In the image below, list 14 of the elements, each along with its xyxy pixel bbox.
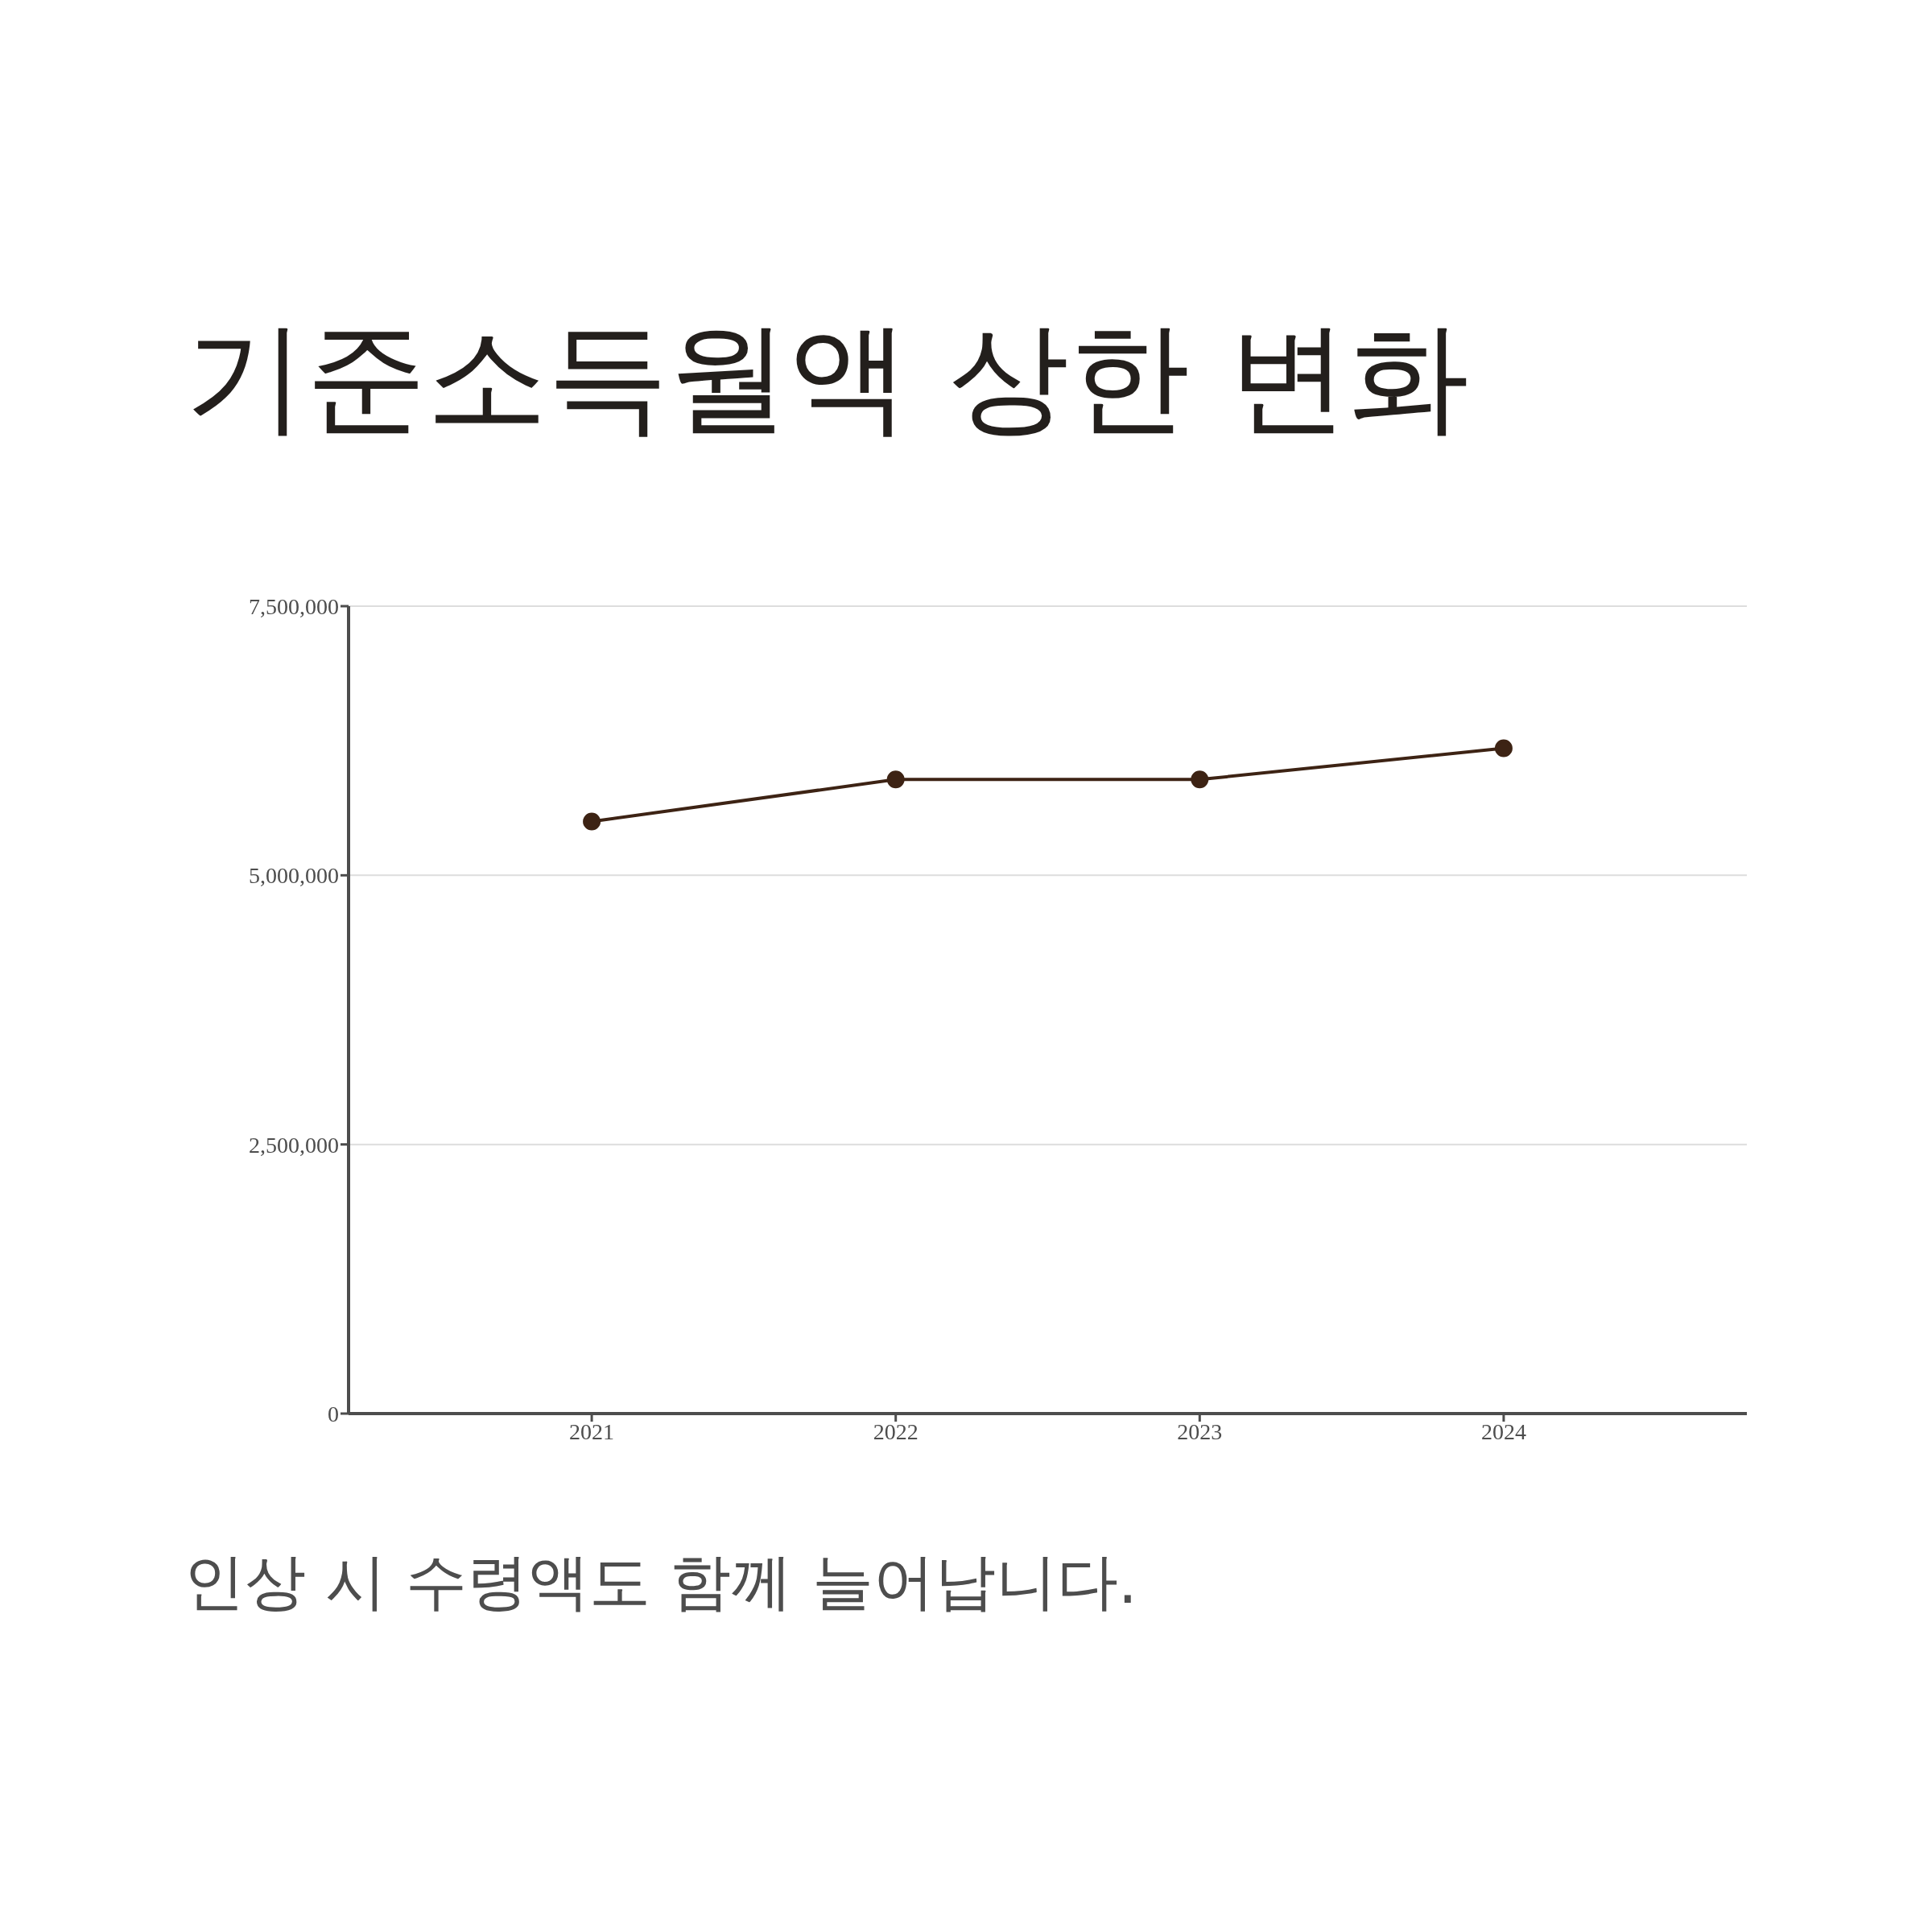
x-tick-label: 2023 bbox=[1177, 1418, 1223, 1444]
text: 인상 시 수령액도 함께 늘어납니다. bbox=[184, 1545, 1137, 1619]
y-tick-label: 5,000,000 bbox=[249, 863, 339, 889]
point bbox=[886, 770, 905, 789]
x-tick-label: 2024 bbox=[1480, 1418, 1526, 1444]
point bbox=[583, 812, 601, 831]
point bbox=[1494, 739, 1513, 758]
x-tick-label: 2022 bbox=[873, 1418, 919, 1444]
y-tick-label: 0 bbox=[328, 1401, 339, 1426]
chart-title: 기준소득월액 상한 변화 bbox=[185, 306, 1470, 448]
y-tick-label: 2,500,000 bbox=[249, 1132, 339, 1158]
point bbox=[1191, 770, 1209, 789]
y-tick-label: 7,500,000 bbox=[249, 593, 339, 619]
x-tick-label: 2021 bbox=[569, 1418, 615, 1444]
